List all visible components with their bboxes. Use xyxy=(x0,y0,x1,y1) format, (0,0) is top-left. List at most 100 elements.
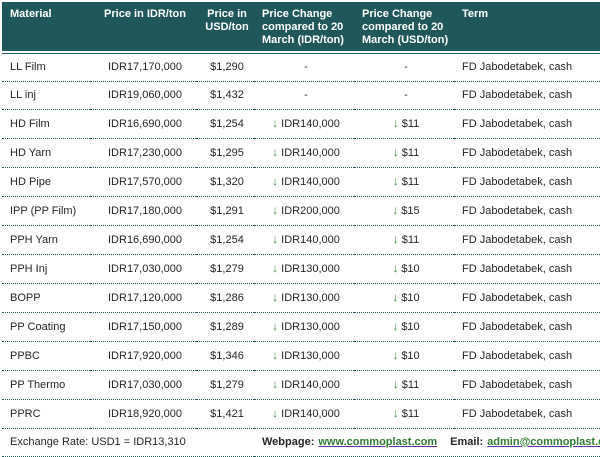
col-header-price-usd: Price in USD/ton xyxy=(196,2,254,54)
down-arrow-icon: ↓ xyxy=(392,145,399,159)
change-idr-value: IDR200,000 xyxy=(281,205,340,217)
down-arrow-icon: ↓ xyxy=(272,232,279,246)
change-idr-cell: - xyxy=(254,54,354,82)
change-usd-cell: ↓ $10 xyxy=(354,342,454,371)
price-usd-cell: $1,286 xyxy=(196,284,254,313)
change-idr-cell: ↓ IDR130,000 xyxy=(254,313,354,342)
price-idr-cell: IDR17,570,000 xyxy=(90,168,196,197)
email-label: Email: xyxy=(450,436,484,448)
term-cell: FD Jabodetabek, cash xyxy=(454,226,600,255)
change-idr-cell: ↓ IDR140,000 xyxy=(254,168,354,197)
change-usd-value: $11 xyxy=(401,176,420,188)
change-idr-value: IDR140,000 xyxy=(281,118,340,130)
table-row: PPBC IDR17,920,000 $1,346 ↓ IDR130,000 ↓ $… xyxy=(2,342,600,371)
change-usd-cell: ↓ $10 xyxy=(354,284,454,313)
down-arrow-icon: ↓ xyxy=(272,348,279,362)
change-usd-cell: ↓ $11 xyxy=(354,168,454,197)
material-cell: LL Film xyxy=(2,54,90,82)
down-arrow-icon: ↓ xyxy=(272,145,279,159)
term-cell: FD Jabodetabek, cash xyxy=(454,82,600,110)
down-arrow-icon: ↓ xyxy=(272,377,279,391)
change-idr-cell: ↓ IDR140,000 xyxy=(254,400,354,429)
price-usd-cell: $1,279 xyxy=(196,255,254,284)
down-arrow-icon: ↓ xyxy=(272,319,279,333)
col-header-change-usd: Price Change compared to 20 March (USD/t… xyxy=(354,2,454,54)
col-header-price-idr: Price in IDR/ton xyxy=(90,2,196,54)
change-idr-value: - xyxy=(304,61,308,73)
price-idr-cell: IDR17,150,000 xyxy=(90,313,196,342)
change-usd-value: $11 xyxy=(401,379,420,391)
change-usd-value: $10 xyxy=(401,292,420,304)
change-idr-cell: ↓ IDR130,000 xyxy=(254,255,354,284)
down-arrow-icon: ↓ xyxy=(272,116,279,130)
price-usd-cell: $1,295 xyxy=(196,139,254,168)
change-idr-value: IDR140,000 xyxy=(281,176,340,188)
change-usd-value: $11 xyxy=(401,118,420,130)
price-idr-cell: IDR17,030,000 xyxy=(90,255,196,284)
table-row: PPRC IDR18,920,000 $1,421 ↓ IDR140,000 ↓ $… xyxy=(2,400,600,429)
table-row: PPH Inj IDR17,030,000 $1,279 ↓ IDR130,000… xyxy=(2,255,600,284)
down-arrow-icon: ↓ xyxy=(392,203,399,217)
change-usd-cell: ↓ $11 xyxy=(354,139,454,168)
term-cell: FD Jabodetabek, cash xyxy=(454,371,600,400)
change-idr-cell: ↓ IDR130,000 xyxy=(254,284,354,313)
change-usd-value: $10 xyxy=(401,263,420,275)
table-row: PP Thermo IDR17,030,000 $1,279 ↓ IDR140,0… xyxy=(2,371,600,400)
material-cell: BOPP xyxy=(2,284,90,313)
table-row: HD Pipe IDR17,570,000 $1,320 ↓ IDR140,000… xyxy=(2,168,600,197)
exchange-rate-text: Exchange Rate: USD1 = IDR13,310 xyxy=(2,429,254,457)
change-idr-cell: ↓ IDR140,000 xyxy=(254,139,354,168)
change-idr-value: IDR130,000 xyxy=(281,321,340,333)
term-cell: FD Jabodetabek, cash xyxy=(454,54,600,82)
table-row: HD Film IDR16,690,000 $1,254 ↓ IDR140,000… xyxy=(2,110,600,139)
material-cell: IPP (PP Film) xyxy=(2,197,90,226)
email-link[interactable]: admin@commoplast.com xyxy=(487,436,600,448)
change-idr-cell: - xyxy=(254,82,354,110)
price-usd-cell: $1,346 xyxy=(196,342,254,371)
change-idr-value: IDR130,000 xyxy=(281,263,340,275)
term-cell: FD Jabodetabek, cash xyxy=(454,313,600,342)
table-row: HD Yarn IDR17,230,000 $1,295 ↓ IDR140,000… xyxy=(2,139,600,168)
down-arrow-icon: ↓ xyxy=(392,174,399,188)
down-arrow-icon: ↓ xyxy=(392,261,399,275)
down-arrow-icon: ↓ xyxy=(392,232,399,246)
change-idr-value: IDR140,000 xyxy=(281,408,340,420)
header-row: Material Price in IDR/ton Price in USD/t… xyxy=(2,2,600,54)
webpage-link[interactable]: www.commoplast.com xyxy=(318,436,438,448)
change-usd-value: - xyxy=(404,89,408,101)
change-idr-cell: ↓ IDR140,000 xyxy=(254,371,354,400)
change-idr-value: IDR140,000 xyxy=(281,379,340,391)
down-arrow-icon: ↓ xyxy=(392,319,399,333)
price-usd-cell: $1,289 xyxy=(196,313,254,342)
col-header-change-idr: Price Change compared to 20 March (IDR/t… xyxy=(254,2,354,54)
down-arrow-icon: ↓ xyxy=(392,406,399,420)
down-arrow-icon: ↓ xyxy=(392,348,399,362)
change-idr-cell: ↓ IDR140,000 xyxy=(254,110,354,139)
material-cell: PPRC xyxy=(2,400,90,429)
price-usd-cell: $1,432 xyxy=(196,82,254,110)
change-usd-value: $11 xyxy=(401,234,420,246)
change-usd-cell: ↓ $11 xyxy=(354,400,454,429)
down-arrow-icon: ↓ xyxy=(272,203,279,217)
change-usd-value: $10 xyxy=(401,321,420,333)
change-usd-value: $15 xyxy=(401,205,420,217)
change-idr-cell: ↓ IDR140,000 xyxy=(254,226,354,255)
price-idr-cell: IDR17,920,000 xyxy=(90,342,196,371)
material-cell: LL inj xyxy=(2,82,90,110)
table-row: IPP (PP Film) IDR17,180,000 $1,291 ↓ IDR2… xyxy=(2,197,600,226)
change-usd-value: $11 xyxy=(401,147,420,159)
price-usd-cell: $1,254 xyxy=(196,110,254,139)
price-table: Material Price in IDR/ton Price in USD/t… xyxy=(2,2,600,457)
change-idr-value: IDR130,000 xyxy=(281,350,340,362)
price-usd-cell: $1,254 xyxy=(196,226,254,255)
term-cell: FD Jabodetabek, cash xyxy=(454,284,600,313)
table-row: PP Coating IDR17,150,000 $1,289 ↓ IDR130,… xyxy=(2,313,600,342)
col-header-material: Material xyxy=(2,2,90,54)
change-idr-value: IDR140,000 xyxy=(281,147,340,159)
table-row: LL Film IDR17,170,000 $1,290 - - FD Jabo… xyxy=(2,54,600,82)
price-usd-cell: $1,279 xyxy=(196,371,254,400)
change-idr-value: IDR140,000 xyxy=(281,234,340,246)
change-idr-cell: ↓ IDR130,000 xyxy=(254,342,354,371)
term-cell: FD Jabodetabek, cash xyxy=(454,168,600,197)
